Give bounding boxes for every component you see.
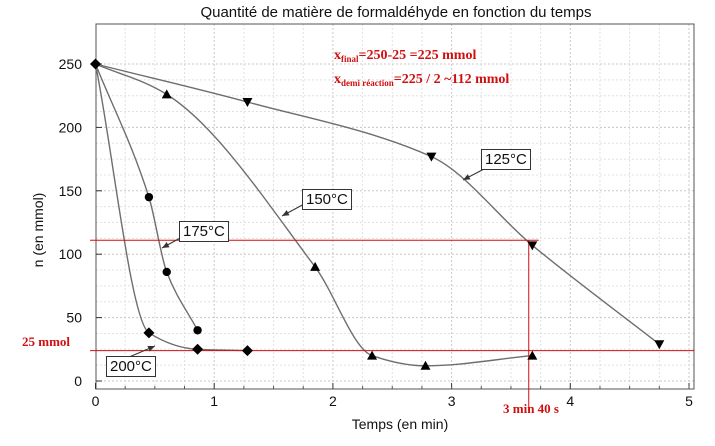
data-point-diamond [241, 345, 253, 357]
grid [96, 24, 694, 389]
data-point-triangle-down [527, 241, 538, 251]
x-tick-label: 0 [92, 393, 100, 409]
y-tick-label: 50 [66, 310, 82, 326]
x-final-annotation: xfinal=250-25 =225 mmol [334, 48, 476, 64]
chart-title: Quantité de matière de formaldéhyde en f… [200, 4, 592, 21]
curves [94, 63, 660, 367]
y-marker-annotation: 25 mmol [22, 334, 71, 349]
data-point-diamond [143, 327, 155, 339]
series-label-175: 175°C [179, 221, 229, 242]
x-tick-label: 4 [566, 393, 574, 409]
series-label-150: 150°C [302, 189, 352, 210]
data-point-triangle-up [367, 350, 378, 360]
data-point-triangle-down [242, 98, 253, 108]
x-demi-sub: demi réaction [341, 78, 394, 88]
x-tick-label: 3 [448, 393, 456, 409]
x-axis-label: Temps (en min) [351, 416, 449, 432]
x-marker-annotation: 3 min 40 s [503, 401, 559, 416]
series-label-200: 200°C [106, 356, 156, 377]
data-point-diamond [90, 58, 101, 70]
x-final-sub: final [341, 54, 359, 64]
data-point-circle [162, 267, 171, 277]
data-point-triangle-up [310, 261, 321, 271]
x-demi-annotation: xdemi réaction=225 / 2 ~112 mmol [334, 72, 509, 88]
data-point-circle [144, 192, 154, 202]
data-point-triangle-down [426, 152, 437, 162]
x-demi-text: =225 / 2 ~112 mmol [393, 72, 510, 87]
y-tick-label: 250 [59, 56, 83, 72]
data-point-triangle-up [527, 350, 538, 360]
reference-lines [90, 239, 694, 411]
x-tick-label: 2 [329, 393, 337, 409]
label-arrow [462, 167, 487, 181]
x-demi-prefix: x [334, 72, 341, 87]
data-point-triangle-down [654, 340, 665, 350]
series-line [95, 63, 533, 367]
data-point-triangle-up [161, 89, 172, 99]
y-tick-label: 150 [59, 183, 83, 199]
x-tick-label: 1 [210, 393, 218, 409]
x-final-text: =250-25 =225 mmol [358, 48, 477, 63]
plot-frame [95, 23, 695, 390]
data-point-circle [193, 326, 202, 335]
y-tick-label: 0 [74, 373, 82, 389]
x-tick-label: 5 [685, 393, 693, 409]
markers [90, 58, 665, 370]
y-axis-label: n (en mmol) [30, 192, 46, 268]
series-line [94, 63, 199, 331]
data-point-diamond [192, 343, 204, 355]
y-tick-label: 100 [59, 246, 83, 262]
series-label-125: 125°C [481, 149, 531, 170]
series-line [94, 63, 248, 352]
y-tick-label: 200 [59, 119, 83, 135]
label-arrow [161, 236, 183, 249]
x-final-prefix: x [334, 48, 341, 63]
data-point-triangle-up [420, 360, 431, 370]
